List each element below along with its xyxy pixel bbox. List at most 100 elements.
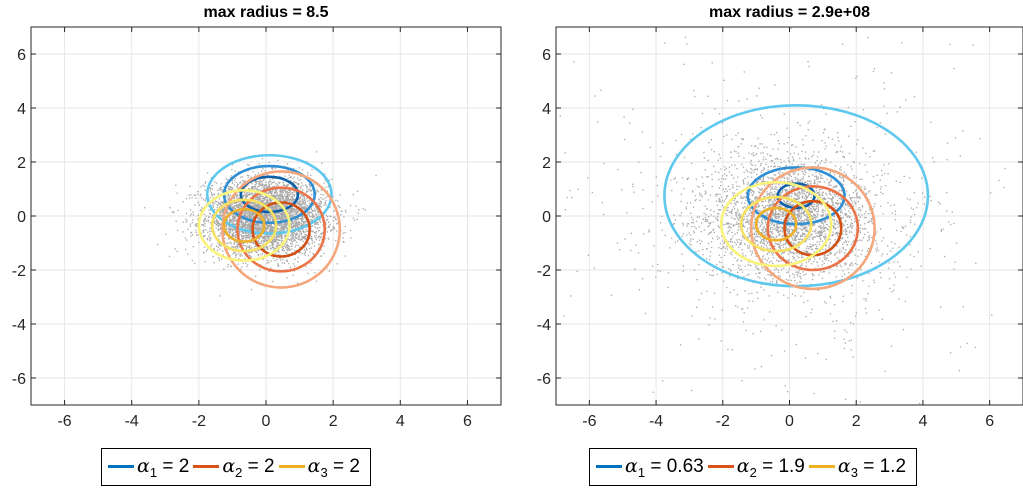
scatter-point xyxy=(244,231,246,233)
scatter-point xyxy=(264,203,266,205)
scatter-point xyxy=(282,189,284,191)
scatter-point xyxy=(278,205,280,207)
scatter-point xyxy=(320,197,322,199)
scatter-point xyxy=(239,219,241,221)
chart-title: max radius = 8.5 xyxy=(204,4,329,21)
scatter-point xyxy=(283,184,285,186)
scatter-point xyxy=(301,215,303,217)
scatter-point xyxy=(279,218,282,221)
scatter-point xyxy=(205,229,207,231)
scatter-point xyxy=(271,199,273,201)
scatter-point xyxy=(305,185,307,187)
scatter-point xyxy=(718,254,720,256)
scatter-point xyxy=(331,178,333,180)
scatter-point xyxy=(284,222,286,225)
scatter-point xyxy=(227,266,229,268)
scatter-point xyxy=(839,252,841,254)
scatter-point xyxy=(266,262,268,264)
scatter-point xyxy=(222,254,224,256)
scatter-point xyxy=(217,235,220,237)
scatter-point xyxy=(250,234,252,236)
scatter-point xyxy=(241,222,243,224)
scatter-point xyxy=(211,243,213,245)
scatter-point xyxy=(228,225,230,227)
scatter-point xyxy=(219,204,222,206)
scatter-point xyxy=(278,239,281,241)
scatter-point xyxy=(250,228,252,230)
scatter-point xyxy=(278,257,281,259)
scatter-point xyxy=(233,219,235,221)
scatter-point xyxy=(257,206,259,208)
scatter-point xyxy=(821,222,823,224)
scatter-point xyxy=(244,228,247,230)
scatter-point xyxy=(300,215,302,217)
scatter-point xyxy=(252,171,254,173)
scatter-point xyxy=(262,237,264,239)
scatter-point xyxy=(818,193,820,195)
scatter-point xyxy=(821,215,823,217)
scatter-point xyxy=(282,203,284,205)
scatter-point xyxy=(279,217,282,219)
scatter-point xyxy=(204,189,206,191)
scatter-point xyxy=(281,214,283,216)
scatter-point xyxy=(283,228,286,230)
scatter-point xyxy=(229,218,231,220)
scatter-point xyxy=(261,224,263,226)
scatter-point xyxy=(268,181,270,183)
scatter-point xyxy=(307,174,309,176)
scatter-point xyxy=(208,212,211,214)
scatter-point xyxy=(214,202,216,204)
scatter-point xyxy=(281,237,283,239)
scatter-point xyxy=(813,244,815,246)
scatter-point xyxy=(217,222,220,225)
scatter-point xyxy=(246,174,249,176)
scatter-point xyxy=(217,246,219,248)
scatter-point xyxy=(293,240,295,242)
scatter-point xyxy=(220,258,223,260)
scatter-point xyxy=(236,237,238,239)
scatter-point xyxy=(749,219,751,221)
scatter-point xyxy=(257,224,259,226)
scatter-point xyxy=(789,193,791,195)
scatter-point xyxy=(257,189,259,191)
scatter-point xyxy=(302,240,304,242)
scatter-point xyxy=(812,205,814,208)
scatter-point xyxy=(317,212,319,214)
scatter-point xyxy=(221,201,223,204)
scatter-point xyxy=(300,186,302,188)
scatter-point xyxy=(698,226,700,228)
scatter-point xyxy=(315,231,318,233)
scatter-point xyxy=(313,245,316,247)
scatter-point xyxy=(229,230,232,232)
scatter-point xyxy=(235,256,237,258)
scatter-point xyxy=(248,194,250,196)
scatter-point xyxy=(309,185,312,188)
scatter-point xyxy=(240,253,242,255)
scatter-point xyxy=(190,232,192,234)
scatter-point xyxy=(276,216,278,218)
scatter-point xyxy=(237,263,239,265)
scatter-point xyxy=(264,199,266,201)
x-tick-label: -2 xyxy=(192,413,206,430)
scatter-point xyxy=(232,206,235,208)
scatter-point xyxy=(279,206,281,208)
scatter-point xyxy=(293,209,295,212)
scatter-point xyxy=(834,233,836,235)
scatter-point xyxy=(808,180,810,182)
scatter-point xyxy=(216,221,218,223)
scatter-point xyxy=(323,245,325,247)
scatter-point xyxy=(780,209,782,211)
scatter-point xyxy=(260,194,263,196)
scatter-point xyxy=(302,200,304,202)
scatter-point xyxy=(300,187,302,189)
scatter-point xyxy=(320,189,322,191)
scatter-point xyxy=(287,193,289,195)
scatter-point xyxy=(197,214,199,217)
scatter-point xyxy=(291,207,293,209)
scatter-point xyxy=(801,197,804,199)
scatter-point xyxy=(269,215,271,217)
scatter-point xyxy=(222,210,224,212)
scatter-point xyxy=(317,237,319,239)
scatter-point xyxy=(284,193,286,195)
scatter-point xyxy=(326,216,329,218)
